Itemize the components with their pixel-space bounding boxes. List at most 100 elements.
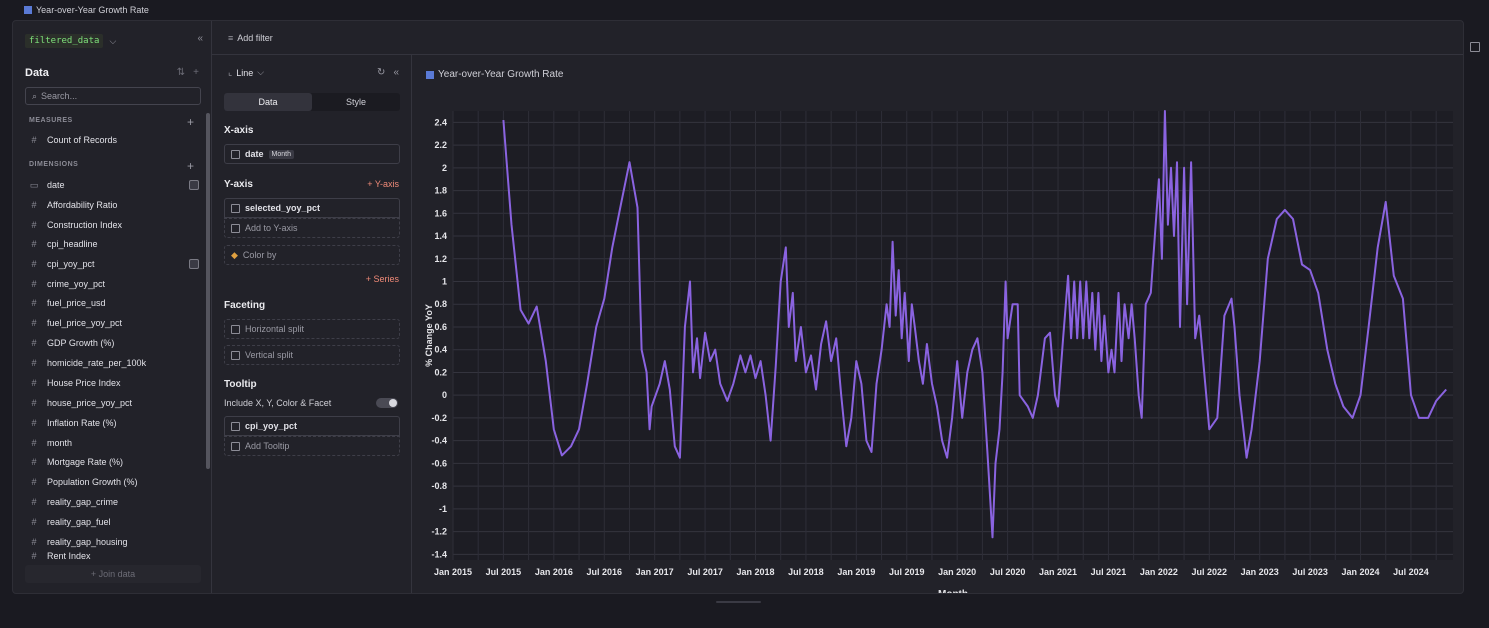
dimension-item[interactable]: # Mortgage Rate (%) [29,453,201,471]
tab-style[interactable]: Style [345,97,366,107]
dimension-item[interactable]: # fuel_price_yoy_pct [29,314,201,332]
dimension-label: fuel_price_yoy_pct [47,318,123,328]
dimension-item[interactable]: # GDP Growth (%) [29,334,201,352]
y-tick-label: -1.2 [431,527,447,537]
number-icon: # [31,318,37,328]
resize-handle[interactable] [716,601,761,603]
add-y-axis-button[interactable]: + Y-axis [367,179,399,189]
x-tick-label: Jul 2017 [687,567,723,577]
chart-area: Year-over-Year Growth Rate 2.4 2.2 2 1.8 1.6… [412,55,1463,593]
sort-icon[interactable]: ⇅ [176,67,186,78]
dimension-item[interactable]: # Inflation Rate (%) [29,414,201,432]
search-input[interactable] [41,91,192,101]
dimension-item[interactable]: # Rent Index [29,551,201,561]
y-tick-label: 2 [442,163,447,173]
dimension-item[interactable]: # cpi_yoy_pct [29,255,201,273]
datasource-name: filtered_data [25,34,104,48]
chart-type-selector[interactable]: ⌞ Line ⌵ [228,67,264,78]
dimension-item[interactable]: # Construction Index [29,216,201,234]
x-field-badge[interactable]: Month [268,149,294,159]
tooltip-field[interactable]: cpi_yoy_pct [224,416,400,436]
dimension-label: Inflation Rate (%) [47,418,117,428]
dimension-item[interactable]: # Population Growth (%) [29,473,201,491]
x-tick-label: Jul 2016 [586,567,622,577]
tooltip-field-name: cpi_yoy_pct [245,421,298,431]
tooltip-include-toggle[interactable] [376,398,398,408]
collapse-panel-icon[interactable]: « [197,33,203,44]
vertical-split-slot[interactable]: Vertical split [224,345,400,365]
x-tick-label: Jan 2015 [434,567,472,577]
y-tick-label: 1 [442,277,447,287]
color-by-slot[interactable]: ◆ Color by [224,245,400,265]
palette-icon: ◆ [231,249,238,260]
measure-item[interactable]: # Count of Records [29,131,201,149]
tooltip-include-label: Include X, Y, Color & Facet [224,398,332,408]
data-panel-scrollbar[interactable] [206,113,210,469]
dimension-item[interactable]: # crime_yoy_pct [29,275,201,293]
x-tick-label: Jan 2023 [1241,567,1279,577]
refresh-icon[interactable]: ↻ [377,67,386,78]
dimension-item[interactable]: # reality_gap_fuel [29,513,201,531]
tooltip-icon [231,441,240,451]
dimension-label: Rent Index [47,551,91,561]
line-chart-icon: ⌞ [228,67,233,77]
x-tick-label: Jul 2018 [788,567,824,577]
dimension-label: Mortgage Rate (%) [47,457,124,467]
y-tick-label: -0.2 [431,413,447,423]
x-tick-label: Jan 2017 [636,567,674,577]
x-tick-label: Jul 2023 [1292,567,1328,577]
y-tick-label: -1.4 [431,549,447,559]
dimension-item[interactable]: # Affordability Ratio [29,196,201,214]
tab-data[interactable]: Data [224,93,312,111]
number-icon: # [31,497,37,507]
x-tick-label: Jul 2015 [486,567,522,577]
filter-bar: ≡ Add filter [212,21,1463,55]
dimension-label: Construction Index [47,220,123,230]
field-action-icon[interactable] [189,180,199,190]
number-icon: # [31,438,37,448]
chevron-down-icon: ⌵ [109,35,117,46]
x-tick-label: Jul 2022 [1192,567,1228,577]
add-series-button[interactable]: + Series [365,274,399,284]
add-tooltip-label: Add Tooltip [245,441,290,451]
x-axis-label: X-axis [224,125,254,136]
dimension-item[interactable]: # house_price_yoy_pct [29,394,201,412]
x-axis-field[interactable]: date Month [224,144,400,164]
add-filter-button[interactable]: Add filter [237,32,273,43]
y-tick-label: 1.2 [434,254,447,264]
dimension-item[interactable]: # cpi_headline [29,235,201,253]
y-axis-title: % Change YoY [424,304,434,367]
join-data-button[interactable]: + Join data [25,565,201,583]
dimension-item[interactable]: # reality_gap_housing [29,533,201,551]
side-panel-toggle-icon[interactable] [1470,42,1480,52]
dimension-label: cpi_headline [47,239,98,249]
dimension-item[interactable]: ▭ date [29,176,201,194]
add-dimension-icon[interactable]: + [187,159,195,173]
y-tick-label: 0.8 [434,299,447,309]
dimension-item[interactable]: # House Price Index [29,374,201,392]
x-tick-label: Jan 2016 [535,567,573,577]
collapse-config-icon[interactable]: « [393,67,399,78]
add-tooltip-slot[interactable]: Add Tooltip [224,436,400,456]
dimension-item[interactable]: # reality_gap_crime [29,493,201,511]
y-field-name: selected_yoy_pct [245,203,321,213]
dimension-item[interactable]: # fuel_price_usd [29,294,201,312]
datasource-selector[interactable]: filtered_data ⌵ [25,33,205,49]
line-chart[interactable]: 2.4 2.2 2 1.8 1.6 1.4 1.2 1 0.8 0.6 0.4 0.2 0 -0.2 -0.… [412,55,1463,593]
field-action-icon[interactable] [189,259,199,269]
config-tabs: Data Style [224,93,400,111]
chart-icon [426,70,434,79]
split-vertical-icon [231,350,240,360]
dimension-label: house_price_yoy_pct [47,398,133,408]
horizontal-split-slot[interactable]: Horizontal split [224,319,400,339]
dimension-item[interactable]: # homicide_rate_per_100k [29,354,201,372]
x-axis-title: Month [938,589,968,593]
y-axis-field[interactable]: selected_yoy_pct [224,198,400,218]
add-to-y-axis[interactable]: Add to Y-axis [224,218,400,238]
search-box[interactable]: ⌕ [25,87,201,105]
add-field-icon[interactable]: + [193,67,199,78]
number-icon: # [31,135,37,145]
add-measure-icon[interactable]: + [187,115,195,129]
dimension-item[interactable]: # month [29,434,201,452]
dimension-label: GDP Growth (%) [47,338,115,348]
